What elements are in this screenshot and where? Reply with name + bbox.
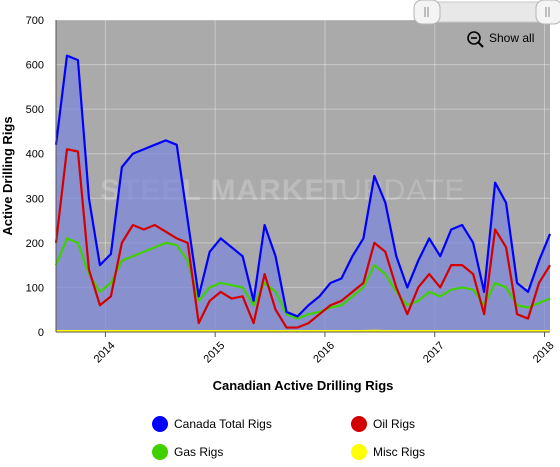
y-tick-label: 600 bbox=[26, 60, 44, 72]
legend-label-misc: Misc Rigs bbox=[373, 445, 425, 459]
scrollbar[interactable] bbox=[414, 0, 560, 24]
y-axis-title: Active Drilling Rigs bbox=[0, 116, 15, 235]
y-tick-label: 500 bbox=[26, 104, 44, 116]
y-tick-label: 700 bbox=[26, 15, 44, 27]
watermark-text-right: UPDATE bbox=[340, 174, 465, 207]
scrollbar-handle-right[interactable] bbox=[536, 0, 560, 24]
legend: Canada Total Rigs Oil Rigs Gas Rigs Misc… bbox=[152, 416, 425, 460]
y-tick-label: 300 bbox=[26, 193, 44, 205]
legend-item-canada-total[interactable]: Canada Total Rigs bbox=[152, 416, 272, 432]
y-tick-label: 400 bbox=[26, 149, 44, 161]
y-tick-label: 200 bbox=[26, 238, 44, 250]
legend-item-oil[interactable]: Oil Rigs bbox=[351, 416, 415, 432]
legend-label-gas: Gas Rigs bbox=[174, 445, 223, 459]
legend-item-gas[interactable]: Gas Rigs bbox=[152, 444, 223, 460]
y-tick-label: 100 bbox=[26, 282, 44, 294]
legend-swatch-gas bbox=[152, 444, 168, 460]
y-tick-label: 0 bbox=[38, 327, 44, 339]
legend-label-oil: Oil Rigs bbox=[373, 417, 415, 431]
x-tick-label: 2016 bbox=[311, 340, 337, 366]
x-tick-label: 2014 bbox=[92, 340, 118, 366]
show-all-label[interactable]: Show all bbox=[489, 31, 534, 45]
legend-item-misc[interactable]: Misc Rigs bbox=[351, 444, 425, 460]
scrollbar-handle-left[interactable] bbox=[414, 0, 440, 24]
legend-swatch-misc bbox=[351, 444, 367, 460]
legend-label-canada-total: Canada Total Rigs bbox=[174, 417, 272, 431]
x-tick-label: 2018 bbox=[531, 340, 557, 366]
x-axis-title: Canadian Active Drilling Rigs bbox=[213, 378, 394, 393]
legend-swatch-canada-total bbox=[152, 416, 168, 432]
legend-swatch-oil bbox=[351, 416, 367, 432]
x-tick-label: 2017 bbox=[421, 340, 447, 366]
x-tick-label: 2015 bbox=[202, 340, 228, 366]
